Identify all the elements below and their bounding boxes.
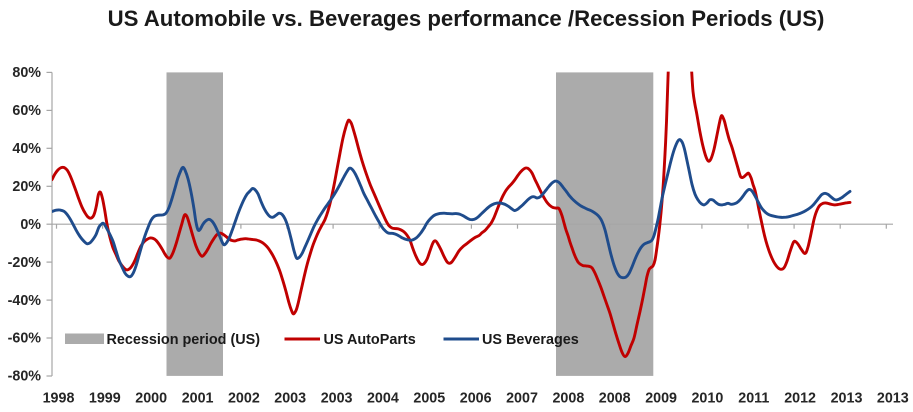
- svg-text:2006: 2006: [460, 391, 492, 407]
- svg-text:2010: 2010: [691, 391, 723, 407]
- svg-text:2011: 2011: [738, 391, 769, 407]
- svg-text:80%: 80%: [12, 65, 41, 81]
- svg-text:2000: 2000: [135, 391, 167, 407]
- svg-text:2008: 2008: [552, 391, 584, 407]
- svg-text:US Beverages: US Beverages: [482, 332, 579, 348]
- svg-text:2003: 2003: [321, 391, 353, 407]
- svg-text:2012: 2012: [784, 391, 816, 407]
- svg-text:1998: 1998: [43, 391, 75, 407]
- svg-text:-80%: -80%: [8, 369, 42, 385]
- svg-text:-40%: -40%: [8, 293, 42, 309]
- svg-text:1999: 1999: [89, 391, 121, 407]
- svg-text:2013: 2013: [831, 391, 863, 407]
- svg-text:2007: 2007: [506, 391, 538, 407]
- svg-text:0%: 0%: [20, 217, 41, 233]
- svg-text:2003: 2003: [274, 391, 306, 407]
- svg-text:Recession period (US): Recession period (US): [107, 332, 261, 348]
- svg-text:2009: 2009: [645, 391, 677, 407]
- svg-text:US AutoParts: US AutoParts: [324, 332, 416, 348]
- svg-text:2008: 2008: [599, 391, 631, 407]
- svg-text:2004: 2004: [367, 391, 399, 407]
- svg-text:-20%: -20%: [8, 255, 42, 271]
- svg-text:2001: 2001: [182, 391, 214, 407]
- svg-text:2002: 2002: [228, 391, 260, 407]
- svg-text:40%: 40%: [12, 141, 41, 157]
- svg-text:US Automobile vs. Beverages pe: US Automobile vs. Beverages performance …: [108, 6, 825, 31]
- svg-text:2013: 2013: [877, 391, 909, 407]
- svg-text:20%: 20%: [12, 179, 41, 195]
- svg-text:60%: 60%: [12, 103, 41, 119]
- svg-text:2005: 2005: [413, 391, 445, 407]
- svg-text:-60%: -60%: [8, 331, 42, 347]
